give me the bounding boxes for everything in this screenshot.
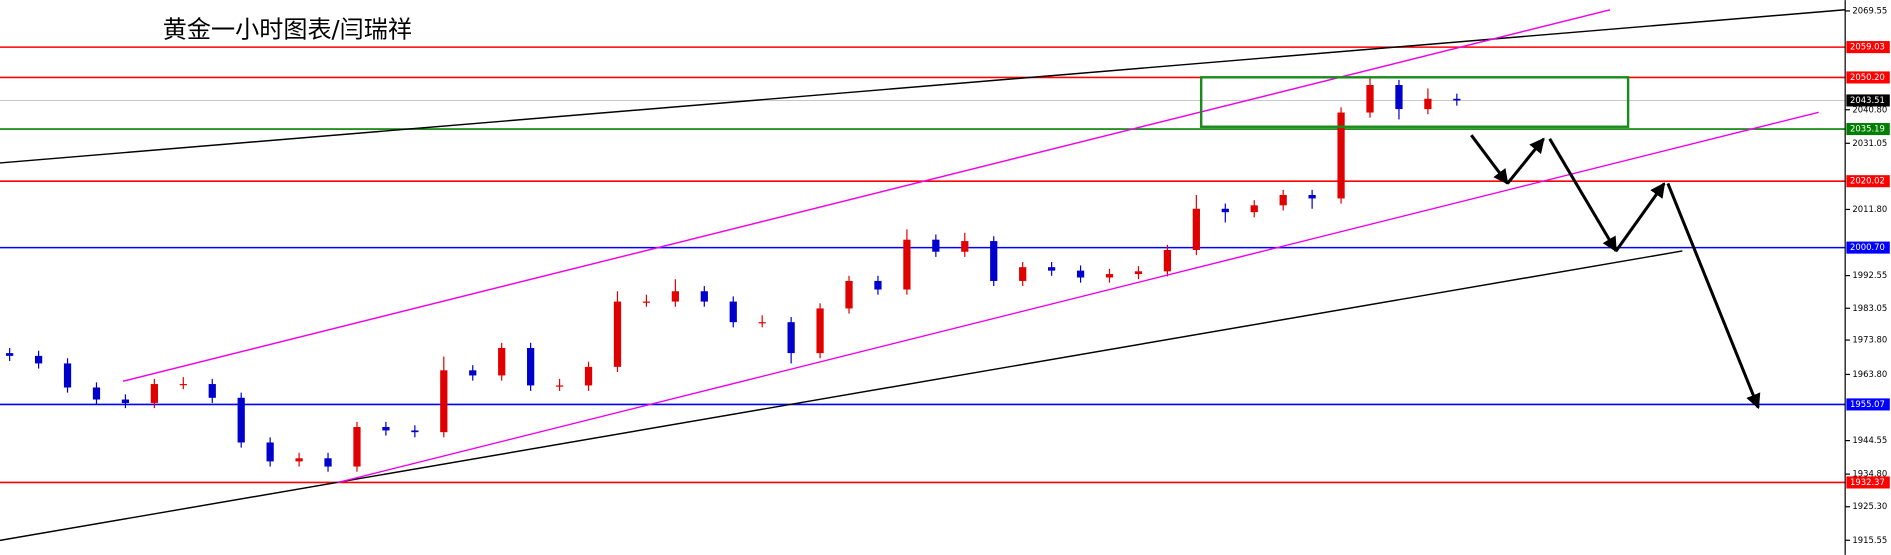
candle-body [642,301,651,303]
y-tick-label: 1992.55 [1852,270,1887,280]
candle-body [179,384,187,386]
candle-body [1308,195,1316,199]
candle-body [1395,85,1403,110]
current-price-tag [1846,94,1890,107]
candle-body [990,241,998,281]
y-tick-label: 1925.30 [1852,501,1887,511]
level-tag [1846,123,1890,136]
candle-body [295,458,303,462]
y-tick-label: 1915.55 [1852,535,1887,545]
candle-body [353,427,361,467]
level-label: 2000.70 [1850,242,1885,252]
trend-line [0,250,1683,542]
candle-body [208,384,216,398]
y-tick-label: 2011.80 [1852,204,1887,214]
candle-body [92,387,101,400]
candle-body [150,384,158,403]
candle-body [324,458,332,467]
candle-body [1163,250,1172,272]
y-tick-label: 1963.80 [1852,369,1887,379]
y-tick-label: 1973.80 [1852,335,1887,345]
candle-body [237,397,245,443]
level-tag [1846,241,1890,254]
candle-body [6,353,14,356]
candle-body [584,366,593,386]
y-tick-label: 1944.55 [1852,435,1887,445]
candle-body [961,241,969,252]
level-tag [1846,71,1890,84]
channel-line [337,111,1819,484]
y-tick-label: 1934.80 [1852,469,1887,479]
candle-body [469,370,477,376]
candle-body [1250,205,1258,213]
candle-body [874,280,882,290]
level-tag [1846,476,1890,489]
candle-body [1424,98,1432,110]
range-box [1199,76,1630,128]
candle-body [1279,195,1287,206]
candle-body [1105,274,1114,278]
candle-body [498,347,506,376]
candle-body [555,385,564,387]
candle-body [729,301,737,323]
y-tick-label: 1983.05 [1852,303,1887,313]
levels [0,46,1846,484]
arrow [1548,138,1618,253]
candle-body [758,322,766,324]
candle-body [411,430,419,433]
level-tag [1846,41,1890,54]
level-tag [1846,398,1890,411]
candle-body [527,347,535,386]
current-price-label: 2043.51 [1850,95,1885,105]
level-label: 2050.20 [1850,72,1885,82]
candle-body [1337,112,1345,199]
candle-body [266,442,274,462]
trend-line [0,9,1846,164]
candle-body [671,291,679,302]
level-tag [1846,175,1890,188]
candle-body [1134,271,1143,275]
level-label: 1955.07 [1850,399,1885,409]
candle-body [787,322,795,354]
price-axis-labels: 2069.55 2040.80 2031.05 2011.80 1992.55 1983.… [1845,5,1890,545]
arrow [1506,137,1545,185]
candle-body [700,291,708,302]
y-tick-label: 2031.05 [1852,138,1887,148]
level-label: 2020.02 [1850,176,1885,186]
candle-body [845,280,853,309]
candle-body [1048,267,1056,271]
candle-body [121,399,130,403]
candle-body [63,363,72,388]
candle-body [816,308,824,354]
y-tick-label: 2069.55 [1852,5,1887,15]
arrow [1614,182,1666,252]
candles [6,78,1461,472]
candle-body [440,370,448,433]
candle-body [1019,267,1027,281]
candle-body [613,301,622,367]
arrow [1666,182,1761,410]
chart-title: 黄金一小时图表/闫瑞祥 [163,15,412,43]
candle-body [34,355,43,364]
candle-body [1192,208,1200,251]
drawings [0,9,1846,542]
level-label: 1932.37 [1850,477,1885,487]
candle-body [903,239,911,290]
candle-body [1453,98,1461,101]
arrow [1470,134,1509,185]
level-label: 2035.19 [1850,124,1885,134]
candle-body [1076,270,1085,278]
candle-body [932,239,940,252]
y-tick-label: 2040.80 [1852,104,1887,114]
candle-body [1366,85,1374,113]
channel-line [122,9,1611,382]
candle-body [1221,208,1229,213]
candle-body [382,427,390,431]
level-label: 2059.03 [1850,42,1885,52]
